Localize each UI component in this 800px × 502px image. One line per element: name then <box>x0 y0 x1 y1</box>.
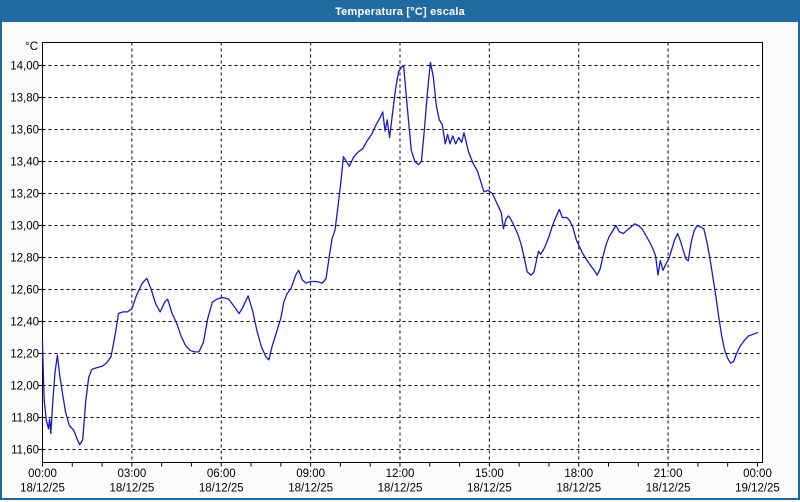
y-tick-labels: 14,00 13,80 13,60 13,40 13,20 13,00 12,80 12,60… <box>10 61 39 457</box>
x-tick-labels: 00:00 18/12/25 03:00 18/12/25 06:00 18/12/25 0… <box>20 468 780 495</box>
y-tick-label: 14,00 <box>10 61 39 73</box>
window-title: Temperatura [°C] escala <box>335 6 465 18</box>
x-tick-date-label: 18/12/25 <box>556 483 601 495</box>
x-tick-time-label: 00:00 <box>28 468 57 480</box>
x-tick-time-label: 06:00 <box>207 468 236 480</box>
x-tick-time-label: 12:00 <box>386 468 415 480</box>
x-tick-date-label: 18/12/25 <box>199 483 244 495</box>
y-tick-label: 13,80 <box>10 93 39 105</box>
x-tick-date-label: 18/12/25 <box>646 483 691 495</box>
y-tick-label: 12,60 <box>10 285 39 297</box>
y-tick-label: 11,80 <box>11 413 39 425</box>
x-tick-time-label: 03:00 <box>117 468 146 480</box>
y-tick-label: 12,40 <box>10 317 39 329</box>
window-titlebar[interactable]: Temperatura [°C] escala <box>2 2 798 22</box>
x-tick-date-label: 18/12/25 <box>378 483 423 495</box>
y-tick-label: 11,60 <box>11 445 39 457</box>
y-tick-label: 13,40 <box>10 157 39 169</box>
y-axis-unit-label: °C <box>2 41 38 53</box>
y-tick-label: 12,20 <box>10 349 39 361</box>
y-tick-label: 13,60 <box>10 125 39 137</box>
x-tick-time-label: 09:00 <box>296 468 325 480</box>
y-tick-label: 13,00 <box>10 221 39 233</box>
y-tick-label: 13,20 <box>10 189 39 201</box>
x-tick-marks <box>43 463 758 467</box>
x-tick-date-label: 18/12/25 <box>288 483 333 495</box>
x-tick-date-label: 18/12/25 <box>20 483 65 495</box>
y-tick-label: 12,80 <box>10 253 39 265</box>
y-tick-marks <box>39 66 43 450</box>
x-tick-time-label: 15:00 <box>475 468 504 480</box>
x-tick-date-label: 18/12/25 <box>109 483 154 495</box>
x-tick-time-label: 21:00 <box>654 468 683 480</box>
x-tick-date-label: 19/12/25 <box>735 483 780 495</box>
y-tick-label: 12,00 <box>10 381 39 393</box>
x-tick-date-label: 18/12/25 <box>467 483 512 495</box>
x-tick-time-label: 18:00 <box>564 468 593 480</box>
x-tick-time-label: 00:00 <box>743 468 772 480</box>
